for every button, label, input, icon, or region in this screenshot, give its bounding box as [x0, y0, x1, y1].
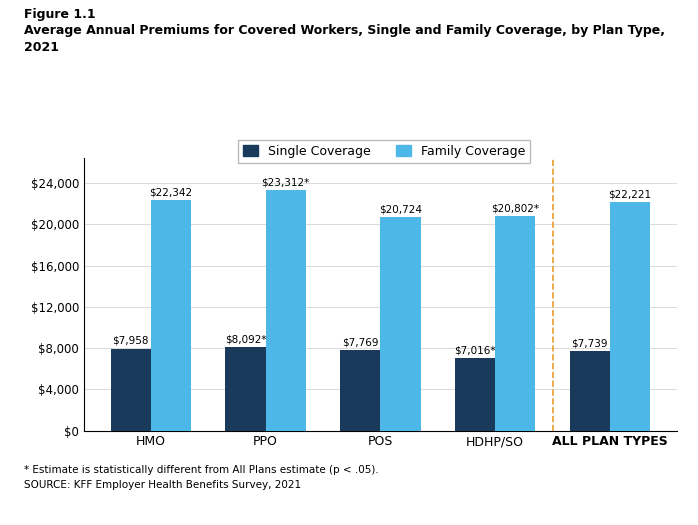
Text: $23,312*: $23,312*	[262, 178, 310, 188]
Text: $20,802*: $20,802*	[491, 204, 540, 214]
Bar	[225, 347, 266, 430]
Text: $22,221: $22,221	[609, 189, 651, 199]
Text: Figure 1.1: Figure 1.1	[24, 8, 96, 21]
Text: $22,342: $22,342	[149, 188, 193, 198]
Bar	[495, 216, 535, 430]
Bar	[340, 351, 380, 430]
Bar	[610, 202, 650, 430]
Text: 2021: 2021	[24, 41, 59, 54]
Text: Average Annual Premiums for Covered Workers, Single and Family Coverage, by Plan: Average Annual Premiums for Covered Work…	[24, 24, 665, 37]
Legend: Single Coverage, Family Coverage: Single Coverage, Family Coverage	[238, 140, 530, 163]
Bar	[570, 351, 610, 430]
Text: $7,739: $7,739	[572, 338, 608, 348]
Bar	[455, 358, 495, 430]
Bar	[151, 201, 191, 430]
Text: $8,092*: $8,092*	[225, 334, 267, 344]
Text: $7,016*: $7,016*	[454, 345, 496, 355]
Text: $20,724: $20,724	[379, 204, 422, 214]
Bar	[380, 217, 421, 430]
Text: $7,769: $7,769	[342, 338, 378, 348]
Text: $7,958: $7,958	[112, 336, 149, 346]
Bar	[111, 349, 151, 430]
Text: * Estimate is statistically different from All Plans estimate (p < .05).: * Estimate is statistically different fr…	[24, 465, 379, 475]
Text: SOURCE: KFF Employer Health Benefits Survey, 2021: SOURCE: KFF Employer Health Benefits Sur…	[24, 480, 302, 490]
Bar	[266, 191, 306, 430]
